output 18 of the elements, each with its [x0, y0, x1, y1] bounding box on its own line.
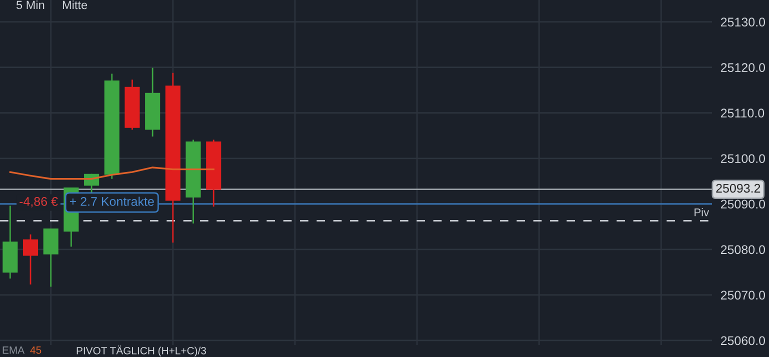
ref-line-label: Piv: [694, 208, 710, 216]
y-tick-label: 25060.0: [720, 336, 766, 346]
annotation: -4,86 €: [20, 197, 58, 208]
candlestick: [22, 234, 38, 286]
y-tick-label: 25110.0: [720, 108, 764, 118]
text: PIVOT TÄGLICH (H+L+C)/3: [76, 346, 206, 356]
y-tick-label: 25100.0: [720, 154, 766, 164]
y-tick-label: 25130.0: [720, 18, 766, 26]
y-tick-label: 25090.0: [720, 200, 766, 209]
text: 45: [30, 346, 42, 354]
y-tick-label: 25080.0: [720, 245, 766, 254]
ref-line-label: 25093.2: [716, 184, 760, 193]
annotation: Mitte: [62, 0, 88, 10]
annotation: 5 Min: [16, 0, 44, 10]
text: EMA: [2, 346, 25, 354]
y-tick-label: 25120.0: [720, 63, 766, 72]
ref-line-label: + 2.7 Kontrakte: [70, 196, 154, 206]
y-tick-label: 25070.0: [720, 290, 766, 300]
